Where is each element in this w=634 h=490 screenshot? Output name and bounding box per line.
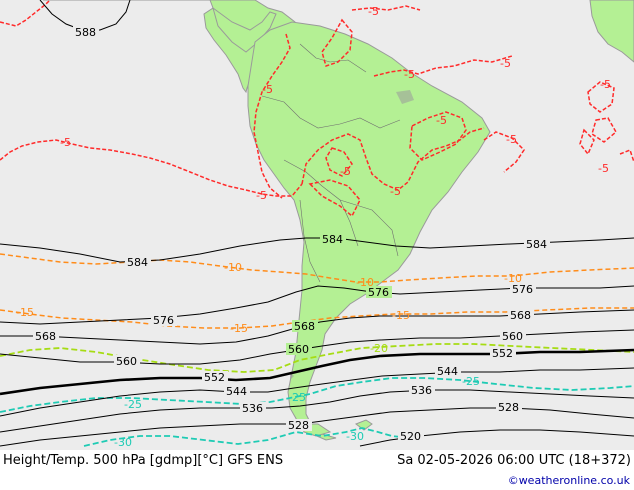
label-t-minus25-c: -25 bbox=[462, 375, 480, 388]
label-576-west: 576 bbox=[153, 314, 174, 327]
label-520: 520 bbox=[400, 430, 421, 443]
label-t-minus5-k: -5 bbox=[256, 189, 267, 202]
label-t-minus5-d: -5 bbox=[262, 83, 273, 96]
label-584-east: 584 bbox=[526, 238, 547, 251]
isotherm-minus5-andes bbox=[253, 33, 291, 199]
label-536-west: 536 bbox=[242, 402, 263, 415]
label-544-west: 544 bbox=[226, 385, 247, 398]
label-t-minus5-h: -5 bbox=[506, 133, 517, 146]
isotherm-minus5-africa-w bbox=[579, 81, 617, 156]
label-560-east: 560 bbox=[502, 330, 523, 343]
label-528-west: 528 bbox=[288, 419, 309, 432]
label-t-minus10-b: -10 bbox=[356, 276, 374, 289]
isotherm-minus15 bbox=[0, 307, 634, 329]
label-t-minus5-g: -5 bbox=[436, 114, 447, 127]
temp-isotherms-green bbox=[0, 343, 634, 373]
label-588: 588 bbox=[75, 26, 96, 39]
isotherm-minus5-inner bbox=[308, 179, 361, 218]
label-t-minus5-c: -5 bbox=[500, 57, 511, 70]
isotherm-minus5-nw bbox=[0, 0, 51, 27]
isotherm-minus5-pacific bbox=[0, 139, 303, 197]
label-t-minus5-l: -5 bbox=[598, 162, 609, 175]
credit-link[interactable]: ©weatheronline.co.uk bbox=[507, 474, 630, 487]
contour-544 bbox=[0, 367, 634, 417]
map-title: Height/Temp. 500 hPa [gdmp][°C] GFS ENS bbox=[3, 453, 284, 468]
label-568-west: 568 bbox=[35, 330, 56, 343]
isotherm-minus5-east bbox=[409, 111, 467, 161]
africa-land bbox=[589, 0, 634, 63]
isotherm-minus5-amazon bbox=[301, 127, 485, 191]
label-t-minus30-b: -30 bbox=[346, 430, 364, 443]
isotherm-minus30 bbox=[83, 427, 411, 447]
label-584-west: 584 bbox=[127, 256, 148, 269]
label-552-west: 552 bbox=[204, 371, 225, 384]
forecast-datetime: Sa 02-05-2026 06:00 UTC (18+372) bbox=[397, 453, 631, 468]
land-layer bbox=[43, 0, 634, 441]
isotherm-minus5-atlantic-n bbox=[373, 55, 513, 77]
contour-520 bbox=[359, 429, 634, 447]
contour-536 bbox=[0, 389, 634, 433]
label-t-minus5-j: -5 bbox=[390, 185, 401, 198]
label-t-minus5-i: -5 bbox=[340, 165, 351, 178]
isotherm-minus10 bbox=[0, 253, 634, 283]
isotherm-minus5-east-brazil bbox=[483, 131, 525, 173]
label-576-center: 576 bbox=[368, 286, 389, 299]
label-t-minus15-b: -15 bbox=[230, 322, 248, 335]
isotherm-minus20 bbox=[0, 343, 634, 373]
isotherm-minus5-guiana bbox=[351, 5, 421, 11]
map-canvas: 588 584 584 584 576 576 576 568 568 568 … bbox=[0, 0, 634, 450]
label-t-minus20: -20 bbox=[370, 342, 388, 355]
label-568-center: 568 bbox=[294, 320, 315, 333]
label-552-east: 552 bbox=[492, 347, 513, 360]
label-t-minus5-b: -5 bbox=[404, 68, 415, 81]
label-568-east: 568 bbox=[510, 309, 531, 322]
height-labels: 588 584 584 584 576 576 576 568 568 568 … bbox=[33, 26, 550, 443]
label-576-east: 576 bbox=[512, 283, 533, 296]
label-t-minus10-a: -10 bbox=[224, 261, 242, 274]
border-lines bbox=[261, 43, 401, 283]
label-536-east: 536 bbox=[411, 384, 432, 397]
label-584-center: 584 bbox=[322, 233, 343, 246]
label-t-minus10-c: -10 bbox=[504, 272, 522, 285]
label-t-minus30-a: -30 bbox=[114, 436, 132, 449]
label-t-minus25-a: -25 bbox=[124, 398, 142, 411]
temp-isotherms-minus5 bbox=[0, 0, 634, 218]
label-t-minus25-b: -25 bbox=[288, 391, 306, 404]
label-528-east: 528 bbox=[498, 401, 519, 414]
label-560-center: 560 bbox=[288, 343, 309, 356]
isotherm-minus5-bolivia bbox=[325, 147, 353, 177]
label-560-west: 560 bbox=[116, 355, 137, 368]
label-544-east: 544 bbox=[437, 365, 458, 378]
temp-isotherms-orange bbox=[0, 253, 634, 329]
south-america-land bbox=[247, 21, 491, 441]
isotherm-minus5-africa-e bbox=[619, 149, 634, 163]
temp-labels: -5 -5 -5 -5 -5 -5 -5 -5 -5 -5 -5 -5 -10 … bbox=[16, 5, 611, 449]
central-america-land bbox=[212, 6, 277, 53]
label-t-minus15-c: -15 bbox=[392, 309, 410, 322]
label-t-minus15-a: -15 bbox=[16, 306, 34, 319]
map-footer: Height/Temp. 500 hPa [gdmp][°C] GFS ENS … bbox=[0, 450, 634, 490]
isotherm-minus5-caribbean bbox=[321, 18, 353, 67]
label-t-minus5-f: -5 bbox=[60, 136, 71, 149]
label-t-minus5-e: -5 bbox=[600, 78, 611, 91]
label-t-minus5-a: -5 bbox=[368, 5, 379, 18]
